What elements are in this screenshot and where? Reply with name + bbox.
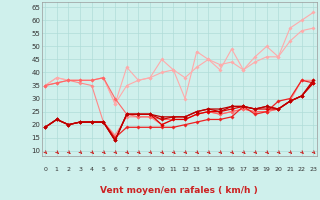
X-axis label: Vent moyen/en rafales ( km/h ): Vent moyen/en rafales ( km/h ) bbox=[100, 186, 258, 195]
